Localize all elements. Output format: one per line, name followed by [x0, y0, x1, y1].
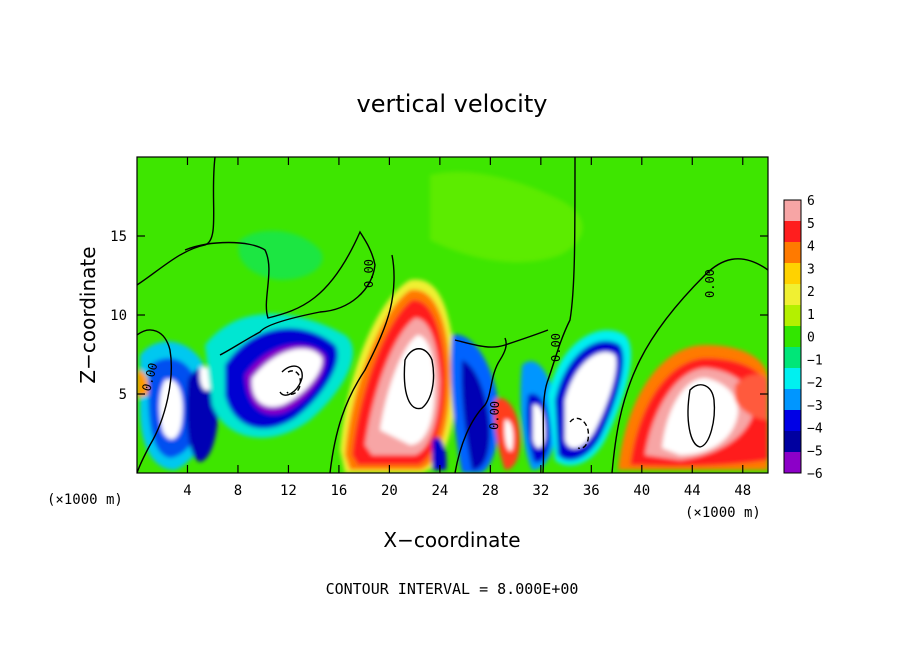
x-tick-label: 24 [431, 483, 448, 499]
zero-contour-core-x22 [403, 348, 435, 410]
field-neg-x32-core [533, 404, 546, 449]
field-pos-x22-core [380, 335, 435, 445]
colorbar-tick-label: 4 [807, 240, 815, 255]
zero-contour-core-x44 [687, 384, 716, 448]
zero-contour-x15-19 [329, 254, 395, 473]
x-tick-label: 48 [734, 483, 751, 499]
x-unit-left: (×1000 m) [47, 492, 123, 508]
colorbar-swatch [784, 452, 801, 474]
zero-contours [137, 157, 768, 473]
x-tick-label: 36 [583, 483, 600, 499]
field-neg-x36-core [565, 352, 617, 449]
x-tick-label: 20 [381, 483, 398, 499]
x-tick-label: 8 [234, 483, 242, 499]
chart-title: vertical velocity [357, 90, 548, 118]
colorbar-swatch [784, 347, 801, 369]
x-tick-label: 40 [633, 483, 650, 499]
contour-label: 0.00 [703, 269, 717, 298]
colorbar-swatch [784, 410, 801, 432]
x-tick-label: 32 [532, 483, 549, 499]
zero-contour-x24-31 [454, 329, 549, 348]
colorbar-tick-label: −2 [807, 376, 823, 391]
colorbar: 6 5 4 3 2 1 0 −1 −2 −3 −4 −5 −6 [783, 194, 823, 482]
colorbar-frame [783, 199, 802, 474]
y-axis-label: Z−coordinate [76, 246, 100, 383]
y-tick-label: 5 [119, 387, 127, 403]
field-upper-cyan [238, 230, 323, 280]
colorbar-swatch [784, 242, 801, 264]
colorbar-tick-label: −5 [807, 444, 823, 459]
colorbar-tick-label: −3 [807, 399, 823, 414]
field [137, 171, 768, 473]
zero-contour-core-x12 [279, 365, 303, 396]
x-unit-right: (×1000 m) [685, 505, 761, 521]
field-pos-x29-core [504, 419, 514, 451]
contour-label: 0.00 [487, 401, 502, 430]
colorbar-tick-label: 5 [807, 217, 815, 232]
colorbar-tick-label: −1 [807, 353, 823, 368]
x-tick-label: 28 [482, 483, 499, 499]
colorbar-swatch [784, 284, 801, 306]
field-neg-x24-bottom [432, 437, 447, 470]
y-tick-label: 10 [110, 308, 127, 324]
x-axis: 4 8 12 16 20 24 28 32 36 40 44 48 [183, 157, 751, 499]
colorbar-swatch [784, 326, 801, 348]
plot-area: 0.00 0.00 0.00 0.00 0.00 [137, 157, 768, 473]
zero-contour-x26-28 [454, 337, 507, 473]
contour-interval-footer: CONTOUR INTERVAL = 8.000E+00 [326, 580, 579, 598]
zero-contour-core-x35 [569, 417, 590, 449]
colorbar-swatch [784, 200, 801, 222]
contour-label: 0.00 [362, 259, 376, 288]
colorbar-tick-label: −4 [807, 422, 823, 437]
contour-label: 0.00 [549, 333, 563, 362]
colorbar-tick-label: 6 [807, 194, 815, 209]
colorbar-tick-label: 0 [807, 331, 815, 346]
colorbar-tick-label: 3 [807, 262, 815, 277]
zero-contour-x40-50 [611, 258, 768, 473]
x-axis-label: X−coordinate [383, 528, 520, 552]
colorbar-tick-label: −6 [807, 467, 823, 482]
field-pos-left-edge [137, 370, 149, 398]
x-tick-label: 12 [280, 483, 297, 499]
y-axis: 5 10 15 [110, 229, 768, 403]
x-tick-label: 16 [330, 483, 347, 499]
colorbar-swatch [784, 263, 801, 285]
colorbar-tick-label: 2 [807, 285, 815, 300]
field-neg-x12-core [251, 348, 323, 407]
field-pos-x48-right [735, 374, 768, 420]
colorbar-swatch [784, 221, 801, 243]
field-upper-haze [430, 171, 583, 263]
colorbar-swatch [784, 431, 801, 453]
field-neg-left-core [159, 379, 183, 440]
x-tick-label: 4 [183, 483, 191, 499]
zero-contour-x34-39 [542, 157, 576, 473]
field-neg-x5-outer [186, 368, 219, 462]
zero-contour-x6-15 [184, 230, 376, 356]
y-tick-label: 15 [110, 229, 127, 245]
contour-labels: 0.00 0.00 0.00 0.00 0.00 [139, 259, 717, 430]
zero-contour-left [137, 329, 172, 473]
colorbar-tick-label: 1 [807, 308, 815, 323]
colorbar-swatch [784, 389, 801, 411]
field-pos-x44-core [662, 378, 738, 455]
colorbar-swatch [784, 305, 801, 327]
x-tick-label: 44 [684, 483, 701, 499]
colorbar-swatch [784, 368, 801, 390]
